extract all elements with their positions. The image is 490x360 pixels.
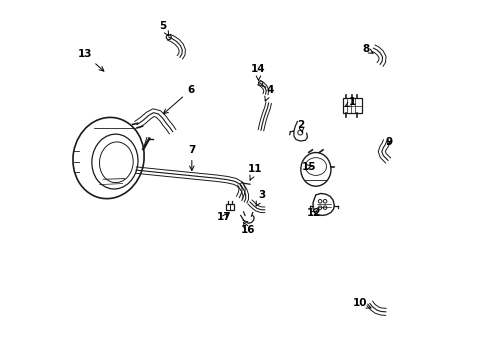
Text: 17: 17 [217,212,232,222]
Text: 4: 4 [265,85,273,101]
Text: 15: 15 [301,162,316,171]
Text: 9: 9 [385,137,392,147]
Bar [343,99,362,113]
Text: 14: 14 [251,64,266,80]
Text: 5: 5 [159,21,169,36]
Bar [225,204,234,210]
Text: 1: 1 [345,97,356,107]
Text: 2: 2 [297,120,305,133]
Text: 8: 8 [362,44,373,54]
Text: 6: 6 [164,85,195,114]
Text: 16: 16 [241,222,255,235]
Text: 10: 10 [353,298,371,309]
Text: 12: 12 [307,208,322,217]
Text: 7: 7 [188,145,196,171]
Text: 13: 13 [77,49,104,71]
Text: 11: 11 [247,165,262,180]
Text: 3: 3 [256,190,266,206]
